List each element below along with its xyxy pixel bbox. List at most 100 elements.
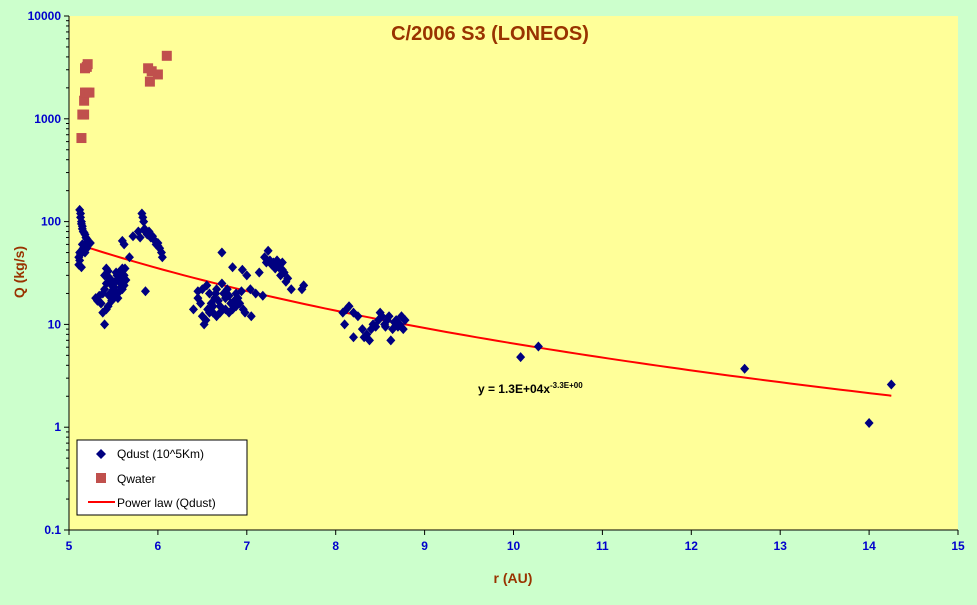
dust-point: [357, 324, 367, 335]
dust-point: [153, 237, 163, 248]
water-point: [152, 69, 163, 80]
legend-water-label: Qwater: [117, 472, 156, 486]
dust-point: [245, 284, 255, 295]
x-tick-label: 10: [507, 539, 521, 553]
dust-point: [193, 286, 203, 297]
y-tick-label: 100: [41, 215, 61, 229]
dust-point: [85, 237, 95, 248]
dust-point: [286, 284, 296, 295]
legend: Qdust (10^5Km) Qwater Power law (Qdust): [76, 439, 248, 516]
x-tick-label: 6: [155, 539, 162, 553]
dust-point: [217, 247, 227, 258]
dust-point: [277, 264, 287, 275]
dust-point: [76, 262, 86, 273]
dust-point: [251, 288, 261, 299]
dust-point: [237, 264, 247, 275]
dust-point: [400, 315, 410, 326]
dust-point: [139, 216, 149, 227]
dust-point: [144, 229, 154, 240]
water-point: [84, 87, 95, 98]
dust-point: [96, 298, 106, 309]
x-tick-label: 9: [421, 539, 428, 553]
dust-point: [740, 363, 750, 374]
axes-layer: 5 6 7 8 9 10 11 12 13 14 15 0.1 1 10 100 1000 10000: [28, 9, 965, 553]
water-point: [144, 76, 155, 87]
dust-point: [258, 290, 268, 301]
x-axis-label: r (AU): [494, 570, 533, 586]
dust-point: [156, 247, 166, 258]
dust-point: [204, 288, 214, 299]
dust-point: [135, 232, 145, 243]
dust-point: [188, 304, 198, 315]
legend-dust-marker: [96, 449, 106, 459]
water-point: [79, 109, 90, 120]
dust-point: [283, 273, 293, 284]
dust-point: [224, 290, 234, 301]
water-point: [161, 50, 172, 61]
dust-point: [208, 301, 218, 312]
fit-line-layer: [82, 244, 892, 397]
dust-point: [201, 315, 211, 326]
power-law-fit-line: [82, 244, 892, 397]
dust-point: [340, 319, 350, 330]
dust-point: [516, 352, 526, 363]
dust-point: [886, 379, 896, 390]
legend-dust-label: Qdust (10^5Km): [117, 447, 204, 461]
dust-point: [109, 282, 119, 293]
water-points-layer: [76, 50, 172, 144]
dust-point: [386, 335, 396, 346]
water-point: [82, 59, 93, 70]
dust-point: [240, 307, 250, 318]
dust-point: [224, 307, 234, 318]
water-point: [79, 95, 90, 106]
legend-fit-label: Power law (Qdust): [117, 496, 216, 510]
dust-point: [228, 262, 238, 273]
dust-point: [119, 280, 129, 291]
dust-point: [263, 245, 273, 256]
dust-point: [348, 332, 358, 343]
y-tick-label: 1000: [34, 112, 61, 126]
dust-point: [124, 252, 134, 263]
dust-point: [196, 298, 206, 309]
dust-point: [98, 307, 108, 318]
x-tick-label: 11: [596, 539, 609, 553]
fit-equation-exponent: -3.3E+00: [550, 381, 583, 390]
dust-point: [128, 231, 138, 242]
dust-point: [217, 278, 227, 289]
dust-point: [254, 267, 264, 278]
dust-point: [100, 319, 110, 330]
y-tick-label: 1: [54, 420, 61, 434]
dust-point: [533, 341, 543, 352]
dust-point: [864, 417, 874, 428]
dust-point: [157, 252, 167, 263]
x-tick-label: 15: [951, 539, 965, 553]
dust-point: [117, 263, 127, 274]
x-tick-label: 12: [685, 539, 699, 553]
dust-point: [140, 286, 150, 297]
y-axis-label: Q (kg/s): [11, 246, 27, 298]
dust-point: [246, 311, 256, 322]
dust-point: [212, 284, 222, 295]
dust-point: [344, 301, 354, 312]
x-tick-label: 7: [243, 539, 250, 553]
dust-point: [384, 311, 394, 322]
dust-point: [107, 295, 117, 306]
dust-point: [353, 311, 363, 322]
dust-points-layer: [74, 204, 896, 428]
legend-water-marker: [96, 473, 106, 483]
dust-point: [398, 324, 408, 335]
water-point: [146, 66, 157, 77]
x-tick-label: 8: [332, 539, 339, 553]
dust-point: [231, 301, 241, 312]
fit-equation: y = 1.3E+04x-3.3E+00: [478, 381, 583, 396]
y-tick-label: 10: [48, 317, 62, 331]
y-tick-label: 10000: [28, 9, 62, 23]
x-tick-label: 14: [862, 539, 876, 553]
chart-title: C/2006 S3 (LONEOS): [391, 23, 589, 45]
dust-point: [119, 239, 129, 250]
dust-point: [364, 335, 374, 346]
dust-point: [299, 280, 309, 291]
water-point: [76, 133, 87, 144]
